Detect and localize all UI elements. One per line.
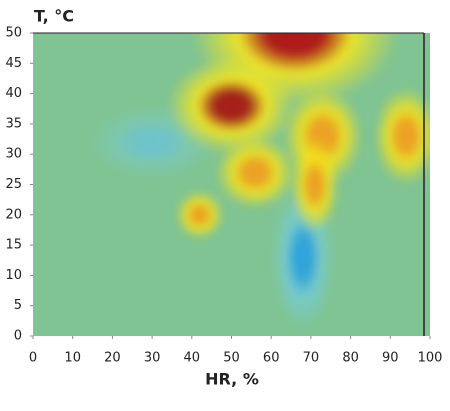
heatmap-peak bbox=[215, 136, 296, 209]
heatmap-peak bbox=[175, 190, 224, 240]
y-tick-label: 5 bbox=[14, 298, 22, 313]
y-tick-label: 50 bbox=[5, 26, 22, 41]
y-tick-label: 15 bbox=[5, 238, 22, 253]
chart-title: T, °C bbox=[34, 7, 74, 26]
heatmap-field bbox=[88, 33, 430, 330]
x-tick-label: 40 bbox=[184, 351, 201, 366]
x-tick-label: 60 bbox=[263, 351, 280, 366]
y-tick-label: 30 bbox=[5, 147, 22, 162]
x-axis-label: HR, % bbox=[205, 370, 259, 389]
x-tick-label: 70 bbox=[303, 351, 320, 366]
heatmap-peak bbox=[167, 57, 296, 155]
y-tick-label: 0 bbox=[14, 329, 22, 344]
y-tick-label: 25 bbox=[5, 177, 22, 192]
x-tick-label: 30 bbox=[144, 351, 161, 366]
plot-area bbox=[33, 33, 430, 336]
x-tick-label: 90 bbox=[382, 351, 399, 366]
x-tick-label: 10 bbox=[64, 351, 81, 366]
y-tick-label: 10 bbox=[5, 268, 22, 283]
x-tick-label: 100 bbox=[418, 351, 443, 366]
x-tick-label: 50 bbox=[223, 351, 240, 366]
y-tick-label: 45 bbox=[5, 56, 22, 71]
x-tick-label: 0 bbox=[29, 351, 37, 366]
y-tick-label: 40 bbox=[5, 86, 22, 101]
y-tick-label: 20 bbox=[5, 207, 22, 222]
y-tick-label: 35 bbox=[5, 116, 22, 131]
x-tick-label: 20 bbox=[104, 351, 121, 366]
heatmap-peak bbox=[291, 136, 339, 233]
x-tick-label: 80 bbox=[342, 351, 359, 366]
heatmap-peak bbox=[374, 87, 430, 185]
